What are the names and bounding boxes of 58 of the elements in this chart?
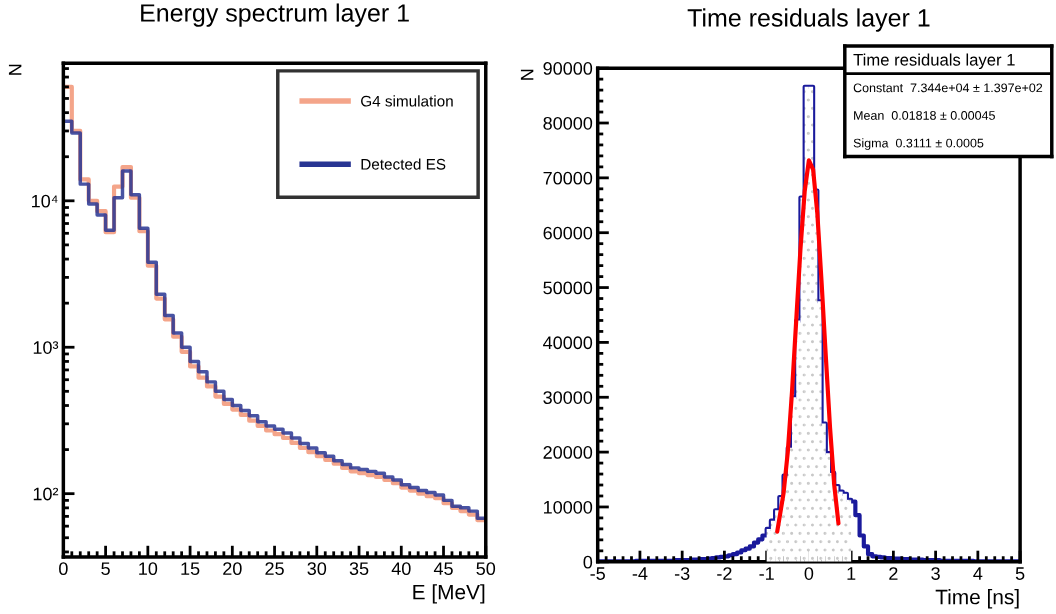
- x-tick-label: 2: [889, 567, 898, 580]
- y-tick-label: 90000: [543, 62, 593, 75]
- x-tick-label: 5: [1015, 567, 1025, 580]
- x-tick-label: 25: [265, 562, 284, 576]
- legend-label: G4 simulation: [361, 95, 453, 107]
- bar: [817, 301, 822, 562]
- x-tick-label: -4: [632, 567, 648, 580]
- bar: [792, 397, 797, 562]
- bar: [846, 499, 852, 562]
- x-tick-label: 3: [931, 567, 940, 580]
- x-tick-label: 10: [139, 562, 158, 576]
- y-tick-label: 30000: [543, 391, 593, 404]
- x-tick-label: 15: [181, 562, 200, 576]
- annotation: Time residuals layer 1: [853, 53, 1015, 70]
- y-tick-label: 20000: [543, 446, 593, 459]
- x-tick-label: 40: [391, 562, 411, 576]
- y-tick-label: 40000: [543, 336, 593, 350]
- x-tick-label: 30: [307, 562, 327, 576]
- bar: [770, 520, 776, 562]
- annotation: Constant 7.344e+04 ± 1.397e+02: [853, 83, 1043, 93]
- line-series: [775, 158, 841, 534]
- annotation: Sigma 0.3111 ± 0.0005: [853, 138, 984, 150]
- y-tick-label: 10000: [544, 500, 593, 514]
- x-tick-label: 20: [223, 562, 242, 576]
- x-axis-title: Time [ns]: [935, 589, 1019, 609]
- legend-label: Detected ES: [361, 158, 446, 170]
- x-tick-label: 45: [433, 562, 453, 576]
- y-tick-label: 10²: [33, 487, 59, 501]
- annotation: Mean 0.01818 ± 0.00045: [854, 111, 995, 120]
- x-tick-label: 35: [349, 562, 369, 576]
- x-tick-label: 5: [101, 562, 110, 576]
- y-tick-label: 70000: [543, 171, 593, 185]
- y-tick-label: 10⁴: [32, 194, 58, 208]
- x-tick-label: -2: [717, 567, 732, 580]
- y-tick-label: 60000: [543, 226, 593, 240]
- x-tick-label: 0: [59, 562, 68, 576]
- x-tick-label: 1: [847, 567, 856, 580]
- x-tick-label: 50: [476, 562, 496, 576]
- x-axis-title: E [MeV]: [413, 584, 485, 604]
- x-tick-label: -5: [590, 567, 605, 580]
- bar: [766, 528, 771, 562]
- y-axis-title: N: [520, 69, 534, 80]
- bar: [842, 493, 847, 562]
- y-tick-label: 80000: [543, 116, 593, 130]
- y-tick-label: 10³: [33, 341, 59, 354]
- bar: [808, 86, 814, 562]
- x-tick-label: 4: [973, 567, 983, 580]
- x-tick-label: -3: [674, 567, 690, 580]
- chart-title: Energy spectrum layer 1: [141, 3, 409, 27]
- chart-title: Time residuals layer 1: [687, 8, 930, 32]
- bar: [825, 453, 831, 562]
- y-tick-label: 50000: [543, 281, 593, 295]
- x-tick-label: 0: [804, 567, 814, 580]
- y-axis-title: N: [8, 64, 22, 75]
- x-tick-label: -1: [759, 567, 774, 580]
- bar: [796, 320, 801, 562]
- bar: [838, 491, 843, 562]
- bar: [821, 423, 826, 562]
